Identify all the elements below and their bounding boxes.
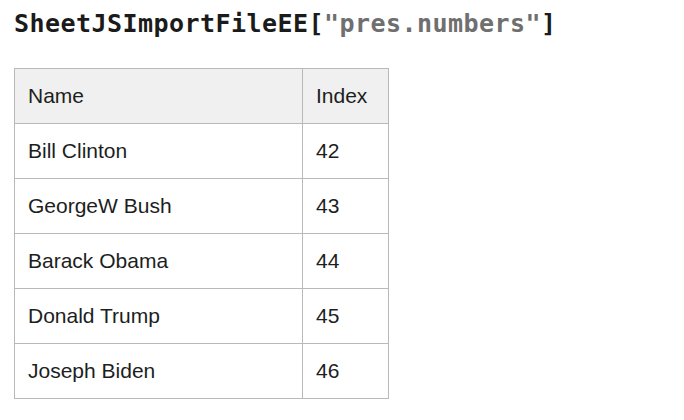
name-cell: Joseph Biden: [15, 344, 303, 399]
page: SheetJSImportFileEE["pres.numbers"] Name…: [0, 0, 684, 399]
table-row: Joseph Biden 46: [15, 344, 389, 399]
header-row: Name Index: [15, 69, 389, 124]
name-cell: Barack Obama: [15, 234, 303, 289]
table-row: Donald Trump 45: [15, 289, 389, 344]
name-cell: Bill Clinton: [15, 124, 303, 179]
table-body: Bill Clinton 42 GeorgeW Bush 43 Barack O…: [15, 124, 389, 399]
name-cell: GeorgeW Bush: [15, 179, 303, 234]
table-row: Bill Clinton 42: [15, 124, 389, 179]
name-cell: Donald Trump: [15, 289, 303, 344]
page-title: SheetJSImportFileEE["pres.numbers"]: [14, 8, 684, 40]
index-cell: 46: [303, 344, 389, 399]
index-cell: 44: [303, 234, 389, 289]
table-row: GeorgeW Bush 43: [15, 179, 389, 234]
title-prefix: SheetJSImportFileEE[: [14, 9, 324, 38]
presidents-table: Name Index Bill Clinton 42 GeorgeW Bush …: [14, 68, 389, 399]
title-suffix: ]: [541, 9, 557, 38]
table-row: Barack Obama 44: [15, 234, 389, 289]
index-cell: 42: [303, 124, 389, 179]
index-cell: 43: [303, 179, 389, 234]
title-filename: "pres.numbers": [324, 9, 541, 38]
index-cell: 45: [303, 289, 389, 344]
table-header: Name Index: [15, 69, 389, 124]
column-header-index: Index: [303, 69, 389, 124]
column-header-name: Name: [15, 69, 303, 124]
